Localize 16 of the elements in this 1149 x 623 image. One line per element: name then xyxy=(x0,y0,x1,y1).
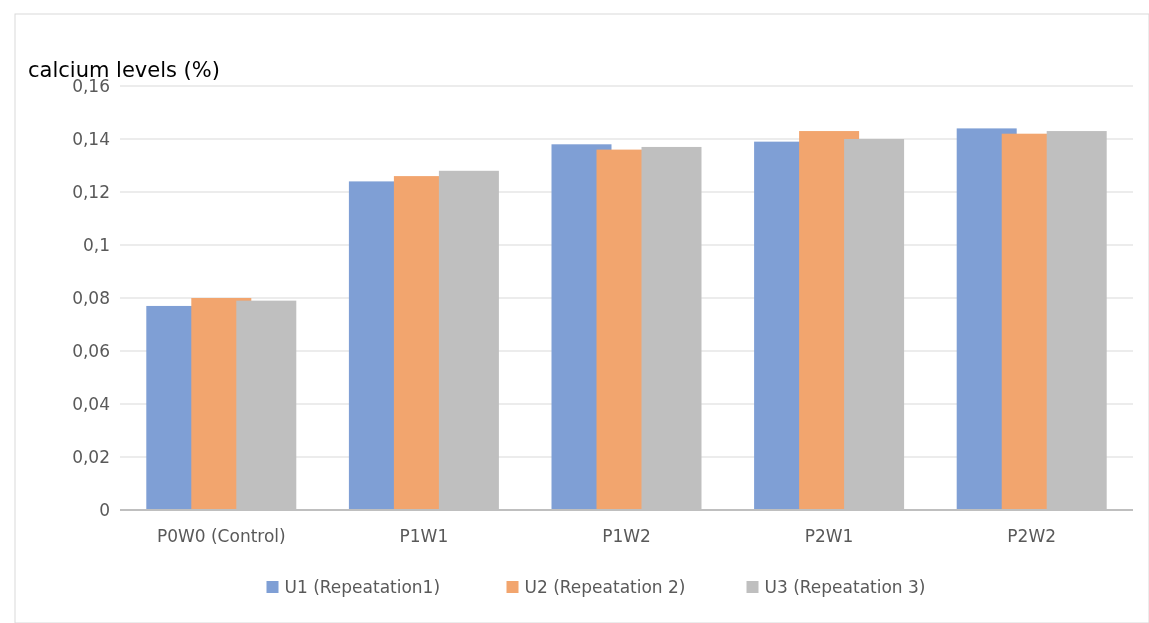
y-tick-label: 0,06 xyxy=(72,340,110,361)
y-tick-label: 0,14 xyxy=(72,128,110,149)
x-tick-label: P2W2 xyxy=(1007,526,1057,546)
y-tick-label: 0,04 xyxy=(72,393,110,414)
y-tick-label: 0,12 xyxy=(72,181,110,202)
x-tick-label: P1W2 xyxy=(602,526,651,546)
y-tick-label: 0 xyxy=(99,499,110,520)
y-tick-label: 0,02 xyxy=(72,446,110,467)
x-tick-label: P0W0 (Control) xyxy=(156,526,286,546)
x-tick-label: P1W1 xyxy=(399,526,449,546)
x-tick-label: P2W1 xyxy=(804,526,854,546)
y-tick-label: 0,08 xyxy=(72,287,110,308)
legend-label: U2 (Repeatation 2) xyxy=(524,576,686,597)
y-tick-label: 0,1 xyxy=(82,234,110,255)
legend-label: U3 (Repeatation 3) xyxy=(764,576,926,597)
legend-label: U1 (Repeatation1) xyxy=(284,576,441,597)
